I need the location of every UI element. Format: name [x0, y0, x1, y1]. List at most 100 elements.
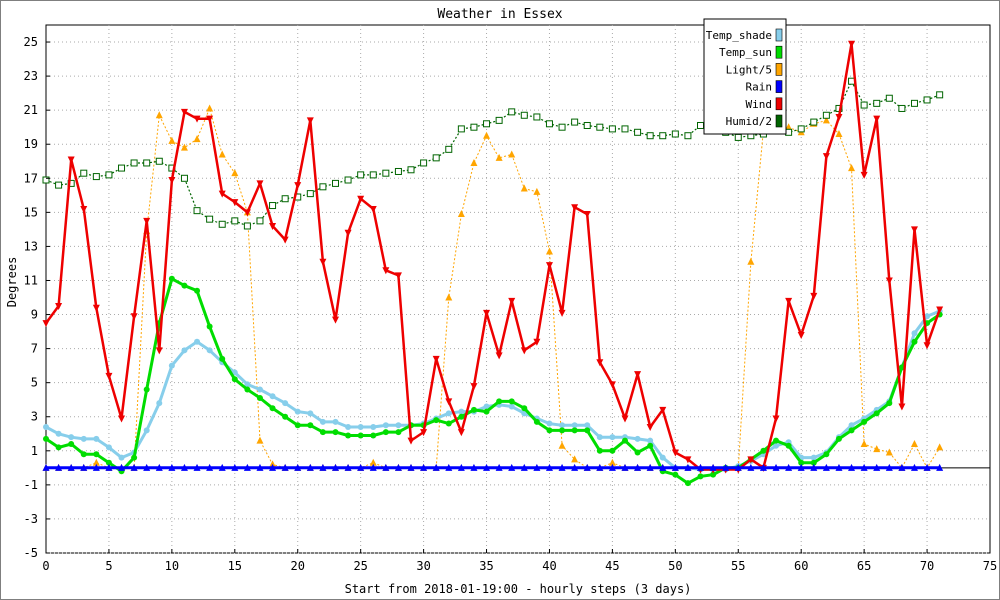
data-point [457, 429, 465, 437]
data-point [646, 463, 654, 471]
data-point [822, 463, 830, 471]
data-point [420, 159, 428, 167]
data-point [168, 463, 176, 471]
data-point [873, 463, 881, 471]
x-tick-label: 25 [353, 559, 367, 573]
data-point [848, 463, 856, 471]
data-point [571, 463, 579, 471]
x-tick-label: 60 [794, 559, 808, 573]
data-point [307, 422, 314, 429]
data-point [105, 171, 113, 179]
data-point [143, 427, 150, 434]
data-point [546, 427, 553, 434]
data-point [797, 331, 805, 339]
data-point [860, 171, 868, 179]
data-point [319, 183, 327, 191]
data-point [671, 449, 679, 457]
data-point [759, 463, 767, 471]
legend-swatch [775, 45, 783, 59]
data-point [55, 181, 63, 189]
data-point [545, 463, 553, 471]
y-tick-label: -3 [24, 512, 38, 526]
data-point [394, 167, 402, 175]
data-point [910, 226, 918, 234]
data-point [470, 158, 478, 166]
data-point [432, 463, 440, 471]
data-point [936, 306, 944, 314]
data-point [496, 398, 503, 405]
legend-swatch [775, 80, 783, 93]
data-point [810, 292, 818, 300]
data-point [772, 415, 780, 423]
data-point [206, 104, 214, 112]
data-point [445, 463, 453, 471]
data-point [797, 125, 805, 133]
y-tick-label: 13 [24, 239, 38, 253]
data-point [332, 418, 339, 425]
data-point [923, 463, 931, 471]
data-point [659, 406, 667, 414]
data-point [798, 459, 805, 466]
data-point [370, 432, 377, 439]
data-point [180, 108, 188, 116]
data-point [924, 313, 931, 320]
data-point [319, 429, 326, 436]
data-point [647, 437, 654, 444]
data-point [143, 159, 151, 167]
data-point [331, 316, 339, 324]
data-point [684, 456, 692, 464]
data-point [458, 413, 465, 420]
data-point [445, 410, 452, 417]
legend-label: Temp_shade [706, 29, 772, 42]
x-tick-label: 40 [542, 559, 556, 573]
data-point [331, 463, 339, 471]
data-point [369, 205, 377, 213]
data-point [118, 415, 126, 423]
data-point [331, 179, 339, 187]
data-point [42, 463, 50, 471]
data-point [206, 347, 213, 354]
data-point [458, 408, 465, 415]
data-point [256, 395, 263, 402]
data-point [646, 132, 654, 140]
data-point [483, 131, 491, 139]
data-point [483, 408, 490, 415]
data-point [508, 398, 515, 405]
data-point [432, 154, 440, 162]
data-point [495, 463, 503, 471]
data-point [923, 96, 931, 104]
data-point [508, 463, 516, 471]
data-point [684, 480, 691, 487]
data-point [269, 393, 276, 400]
data-point [621, 415, 629, 423]
data-point [710, 471, 717, 478]
data-point [659, 132, 667, 140]
data-point [508, 150, 516, 158]
data-point [621, 437, 628, 444]
data-point [734, 133, 742, 141]
data-point [885, 277, 893, 285]
data-point [470, 383, 478, 391]
data-point [80, 435, 87, 442]
data-point [193, 135, 201, 143]
data-point [244, 381, 251, 388]
data-point [307, 410, 314, 417]
data-point [420, 429, 428, 437]
data-point [483, 120, 491, 128]
data-point [672, 471, 679, 478]
data-point [181, 282, 188, 289]
data-point [571, 427, 578, 434]
y-tick-label: 25 [24, 35, 38, 49]
data-point [42, 176, 50, 184]
data-point [835, 435, 842, 442]
data-point [218, 150, 226, 158]
data-point [608, 125, 616, 133]
data-point [445, 293, 453, 301]
data-point [583, 211, 591, 219]
data-point [483, 463, 491, 471]
data-point [118, 164, 126, 172]
data-point [885, 463, 893, 471]
